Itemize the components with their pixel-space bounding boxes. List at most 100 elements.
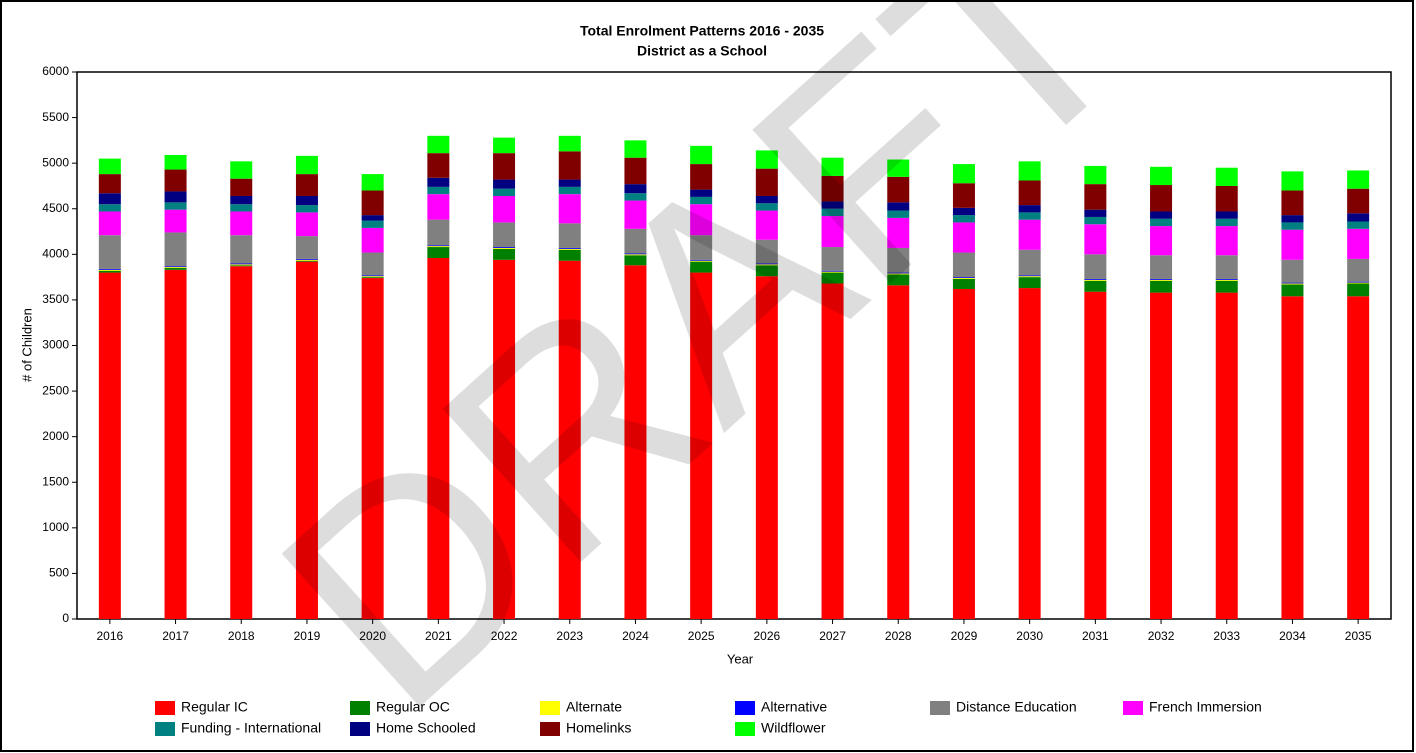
bar-segment: [755, 203, 778, 211]
legend-swatch: [540, 701, 560, 715]
legend-label: Distance Education: [956, 699, 1077, 715]
bar-segment: [1347, 258, 1370, 282]
bar-segment: [558, 247, 581, 249]
bar-segment: [952, 222, 975, 253]
bar-segment: [624, 265, 647, 619]
x-tick-label: 2022: [491, 629, 518, 643]
bar-segment: [1347, 296, 1370, 619]
bar-segment: [164, 266, 187, 268]
bar-segment: [755, 276, 778, 619]
bar-segment: [952, 288, 975, 619]
bar-segment: [1084, 224, 1107, 255]
bar-segment: [493, 259, 516, 619]
bar-segment: [1018, 249, 1041, 276]
bar-segment: [295, 174, 318, 196]
bar-segment: [887, 274, 910, 286]
bar-segment: [493, 247, 516, 249]
bar-segment: [1347, 228, 1370, 259]
bar-segment: [493, 153, 516, 180]
x-tick-label: 2025: [688, 629, 715, 643]
bar-segment: [1084, 216, 1107, 225]
bar-segment: [1215, 255, 1238, 279]
bar-segment: [821, 247, 844, 271]
bar-segment: [952, 215, 975, 223]
bar-segment: [755, 239, 778, 264]
bar-segment: [821, 271, 844, 273]
bar-segment: [230, 161, 253, 179]
bar-segment: [361, 227, 384, 253]
bar-segment: [1018, 276, 1041, 278]
x-tick-label: 2035: [1345, 629, 1372, 643]
y-tick-label: 0: [62, 611, 69, 625]
bar-segment: [1215, 167, 1238, 186]
bar-segment: [887, 272, 910, 274]
bar-segment: [164, 191, 187, 203]
bar-segment: [427, 153, 450, 178]
bar-segment: [690, 196, 713, 205]
bar-segment: [887, 210, 910, 218]
bar-segment: [1018, 161, 1041, 181]
bar-segment: [1347, 170, 1370, 189]
bar-segment: [690, 272, 713, 619]
bar-segment: [755, 263, 778, 265]
bar-segment: [887, 247, 910, 273]
bar-segment: [821, 201, 844, 209]
bar-segment: [1281, 296, 1304, 619]
bar-segment: [952, 277, 975, 279]
bar-segment: [952, 183, 975, 208]
bar-segment: [1084, 279, 1107, 281]
bar-segment: [1150, 218, 1173, 227]
bar-segment: [98, 269, 121, 271]
y-tick-label: 4000: [42, 247, 69, 261]
y-tick-label: 3000: [42, 338, 69, 352]
bar-segment: [427, 135, 450, 154]
legend-swatch: [350, 722, 370, 736]
bar-segment: [164, 169, 187, 192]
legend-label: French Immersion: [1149, 699, 1262, 715]
bar-segment: [230, 266, 253, 619]
y-tick-label: 5000: [42, 155, 69, 169]
y-tick-label: 500: [49, 566, 69, 580]
bar-segment: [98, 268, 121, 270]
bar-segment: [1018, 205, 1041, 213]
bar-segment: [755, 265, 778, 277]
x-tick-label: 2032: [1148, 629, 1175, 643]
bar-segment: [821, 272, 844, 284]
bar-segment: [1150, 279, 1173, 281]
bar-segment: [1347, 282, 1370, 284]
bar-segment: [493, 188, 516, 196]
bar-segment: [230, 264, 253, 266]
bar-segment: [624, 228, 647, 254]
bar-segment: [493, 248, 516, 260]
bar-segment: [295, 155, 318, 175]
bar-segment: [361, 276, 384, 278]
bar-segment: [821, 283, 844, 619]
bar-segment: [558, 223, 581, 248]
bar-segment: [821, 208, 844, 217]
bar-segment: [493, 222, 516, 248]
bar-segment: [164, 268, 187, 270]
legend-label: Regular IC: [181, 699, 248, 715]
bar-segment: [164, 232, 187, 267]
x-tick-label: 2023: [556, 629, 583, 643]
bar-segment: [1084, 184, 1107, 210]
bar-segment: [690, 204, 713, 236]
bar-segment: [821, 270, 844, 272]
bar-segment: [164, 269, 187, 619]
bar-segment: [821, 216, 844, 248]
bar-segment: [427, 257, 450, 619]
bar-segment: [952, 207, 975, 216]
x-tick-label: 2031: [1082, 629, 1109, 643]
legend-label: Funding - International: [181, 720, 321, 736]
bar-segment: [1018, 219, 1041, 250]
bar-segment: [1084, 165, 1107, 185]
bar-segment: [230, 178, 253, 196]
bar-segment: [624, 253, 647, 255]
bar-segment: [1215, 185, 1238, 212]
legend-label: Alternate: [566, 699, 622, 715]
bar-segment: [230, 235, 253, 264]
bar-segment: [624, 184, 647, 194]
bar-segment: [361, 252, 384, 276]
bar-segment: [755, 150, 778, 169]
